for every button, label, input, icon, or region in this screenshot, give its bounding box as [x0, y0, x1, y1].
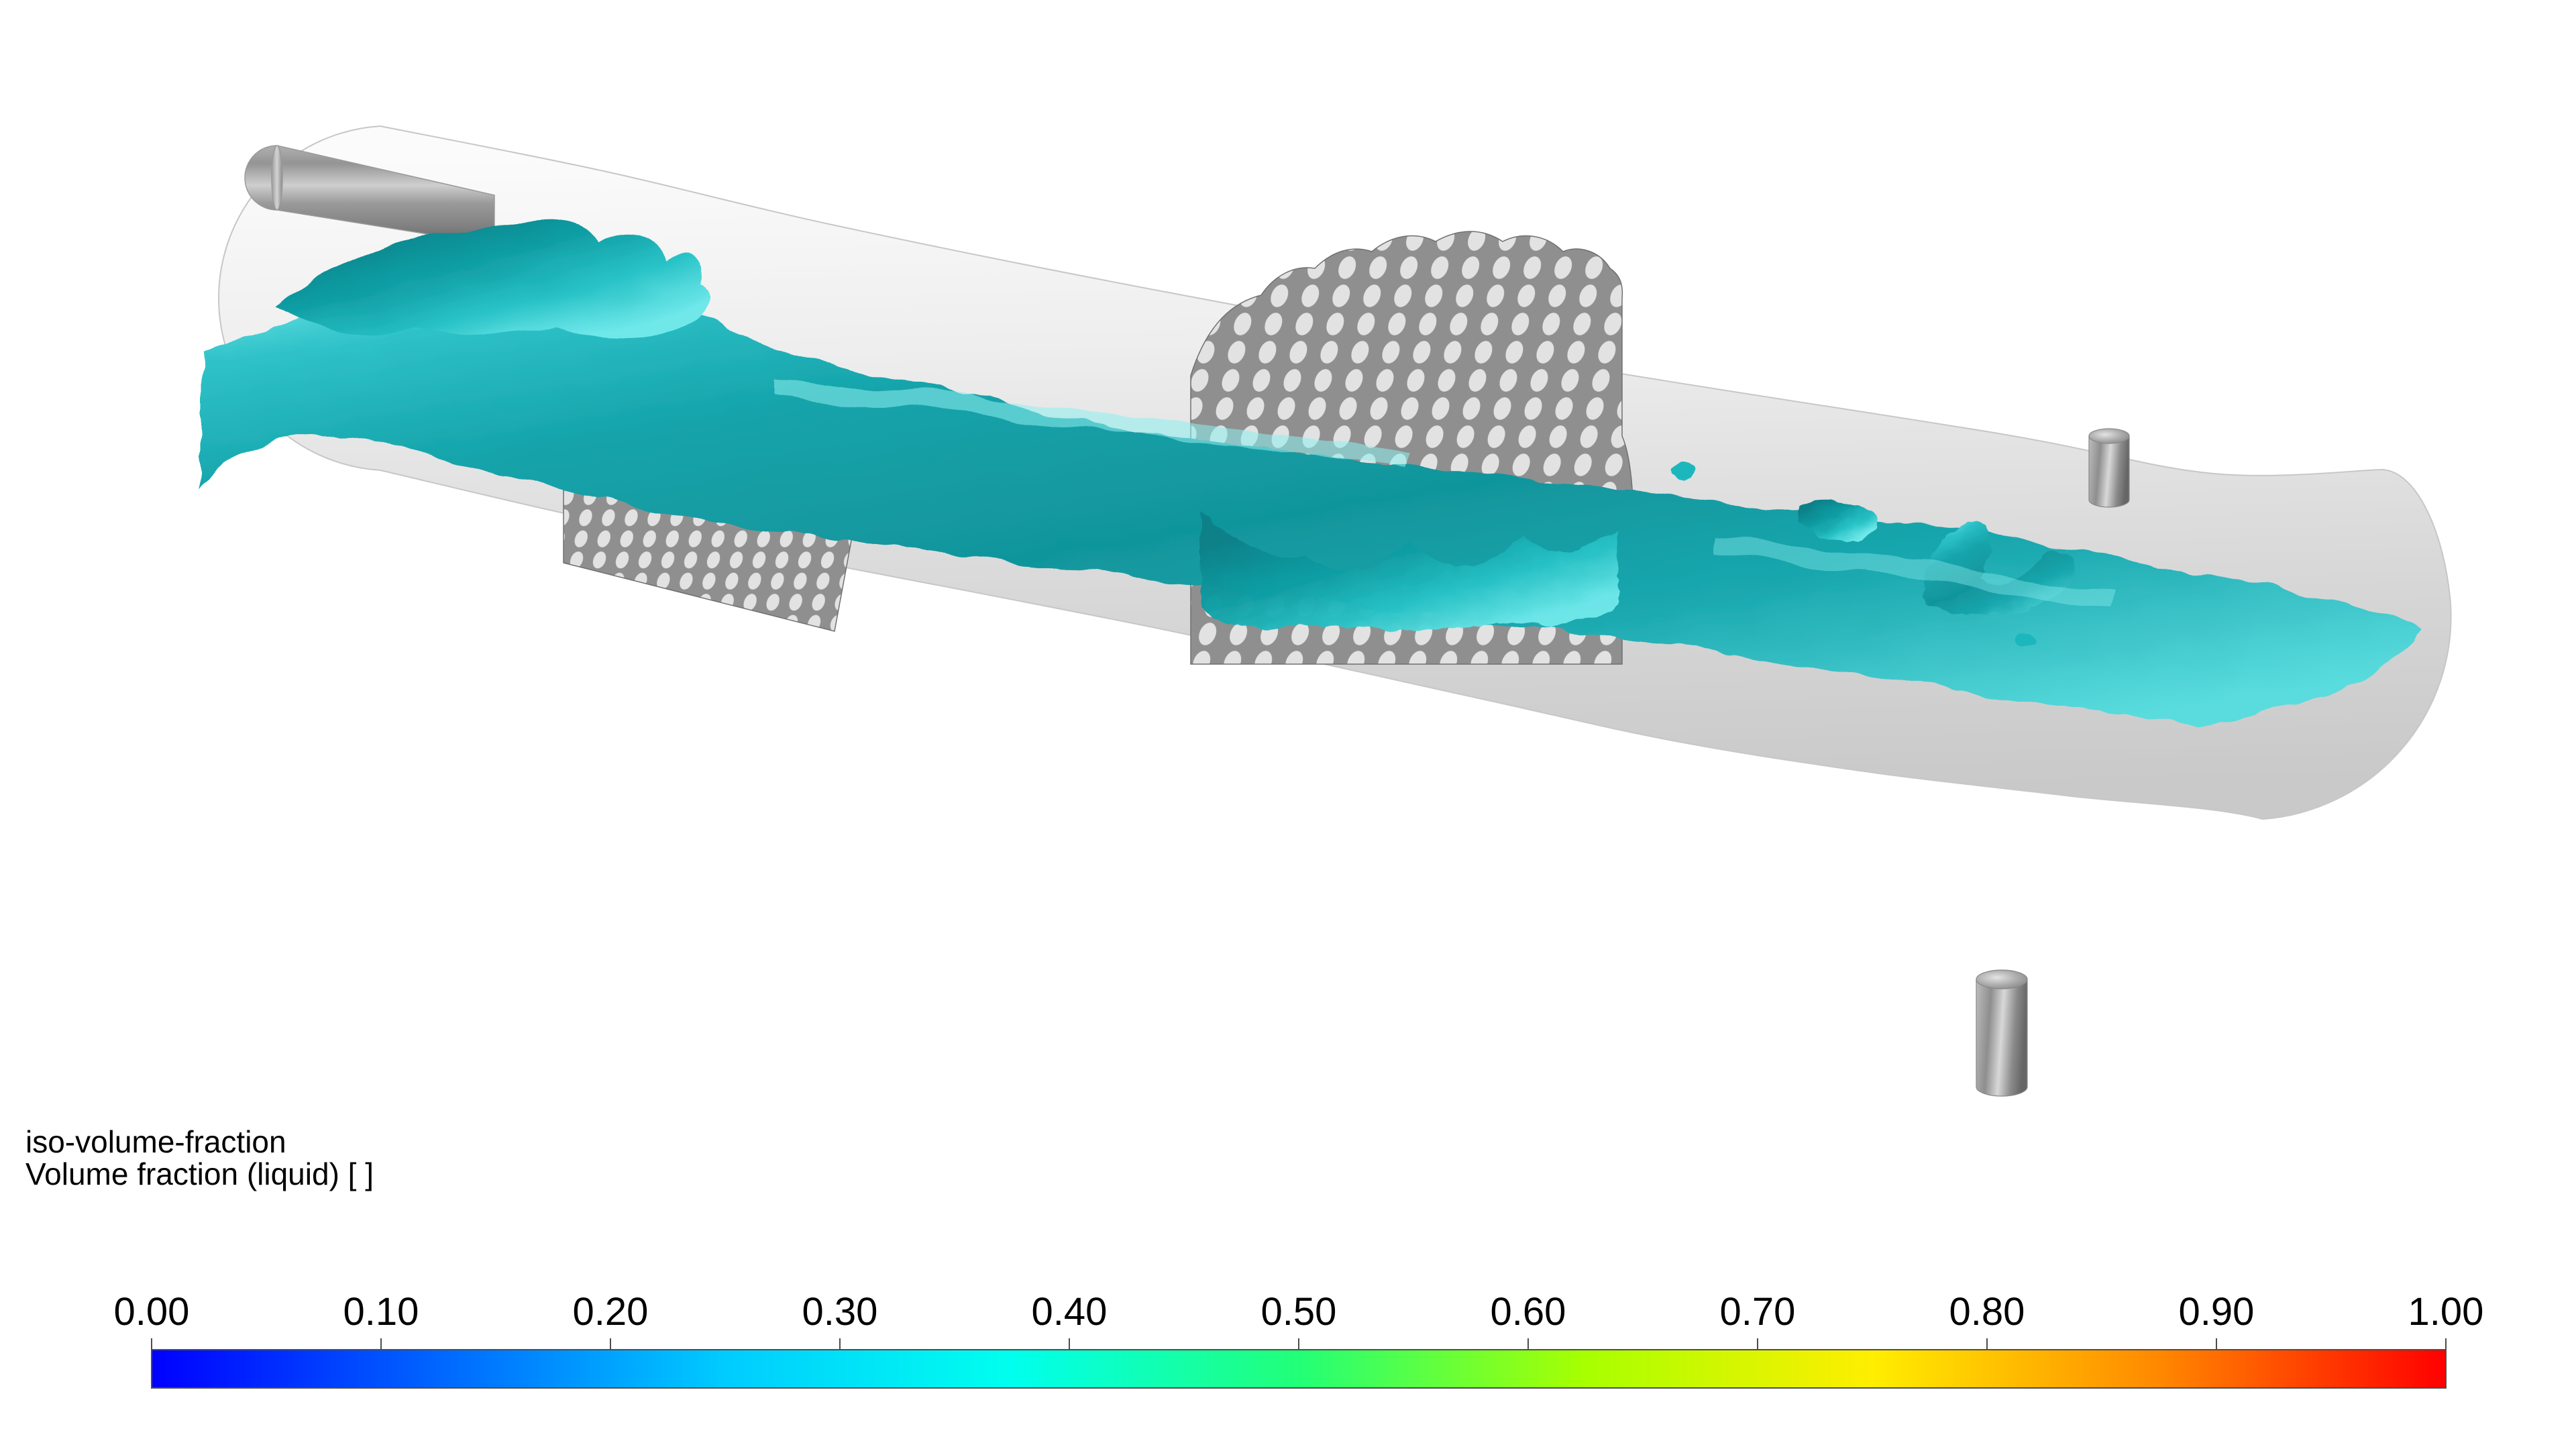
- svg-text:iso-volume-fraction: iso-volume-fraction: [25, 1124, 286, 1159]
- svg-text:1.00: 1.00: [2408, 1290, 2484, 1334]
- svg-text:0.80: 0.80: [1949, 1290, 2025, 1334]
- svg-text:0.00: 0.00: [114, 1290, 190, 1334]
- svg-text:0.50: 0.50: [1261, 1290, 1337, 1334]
- svg-text:0.10: 0.10: [343, 1290, 419, 1334]
- svg-text:0.30: 0.30: [802, 1290, 878, 1334]
- svg-text:0.40: 0.40: [1032, 1290, 1108, 1334]
- svg-text:0.20: 0.20: [573, 1290, 649, 1334]
- svg-text:0.90: 0.90: [2179, 1290, 2255, 1334]
- svg-text:0.70: 0.70: [1720, 1290, 1796, 1334]
- svg-text:0.60: 0.60: [1491, 1290, 1566, 1334]
- svg-text:Volume fraction (liquid) [: Volume fraction (liquid) [ ]: [25, 1157, 374, 1191]
